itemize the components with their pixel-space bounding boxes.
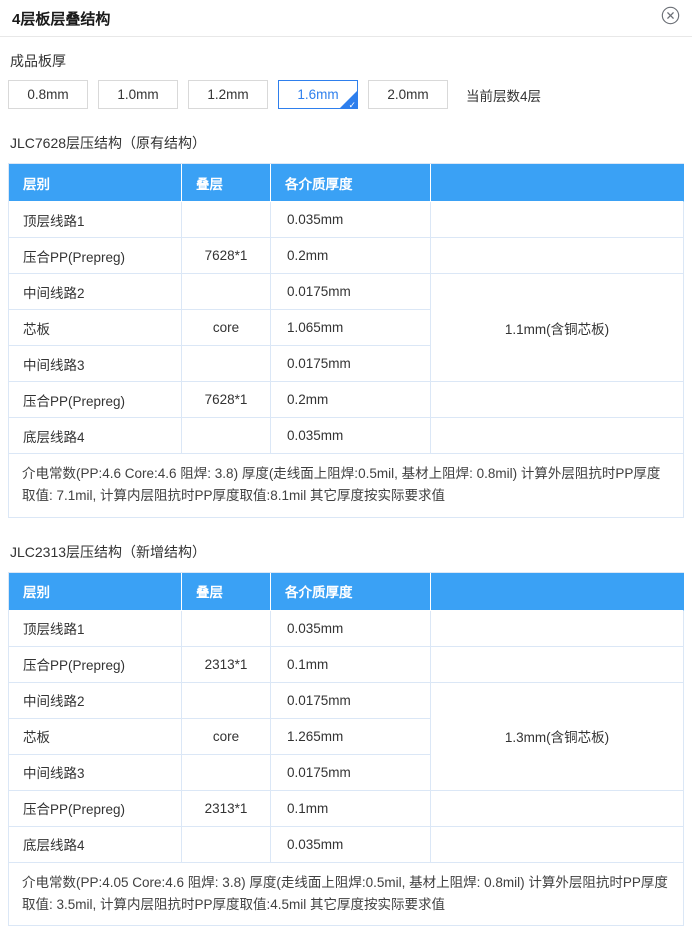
- layer-name: 底层线路4: [9, 418, 182, 454]
- layer-name: 顶层线路1: [9, 610, 182, 647]
- table-row: 芯板 core 1.065mm: [9, 310, 684, 346]
- empty-cell: [431, 610, 684, 647]
- page-title: 4层板层叠结构: [12, 10, 111, 28]
- table1-title: JLC7628层压结构（原有结构）: [10, 135, 207, 151]
- empty-cell: [431, 418, 684, 454]
- table-row: 底层线路4 0.035mm: [9, 418, 684, 454]
- layer-name: 压合PP(Prepreg): [9, 382, 182, 418]
- table-row: 底层线路4 0.035mm: [9, 826, 684, 863]
- stack-value: 7628*1: [182, 238, 271, 274]
- close-button[interactable]: [659, 4, 681, 26]
- thickness-value: 1.265mm: [271, 718, 431, 755]
- layer-name: 底层线路4: [9, 826, 182, 863]
- col-header-layer: 层别: [9, 164, 182, 202]
- core-swatch-cell: core: [182, 718, 271, 755]
- thickness-value: 0.2mm: [271, 238, 431, 274]
- core-total-thickness: 1.1mm(含铜芯板): [431, 274, 684, 382]
- stack-value: 2313*1: [182, 646, 271, 683]
- table-row: 芯板 core 1.265mm: [9, 718, 684, 755]
- col-header-empty: [431, 572, 684, 611]
- copper-swatch-cell: [182, 754, 271, 791]
- table-note: 介电常数(PP:4.6 Core:4.6 阻焊: 3.8) 厚度(走线面上阻焊:…: [9, 454, 684, 518]
- selected-corner-badge: [340, 91, 357, 108]
- thickness-value: 0.0175mm: [271, 346, 431, 382]
- thickness-value: 0.0175mm: [271, 754, 431, 791]
- dialog-titlebar: 4层板层叠结构: [0, 0, 692, 37]
- core-swatch-cell: core: [182, 310, 271, 346]
- col-header-layer: 层别: [9, 572, 182, 611]
- table-note-row: 介电常数(PP:4.05 Core:4.6 阻焊: 3.8) 厚度(走线面上阻焊…: [9, 862, 684, 926]
- copper-swatch-cell: [182, 418, 271, 454]
- table-row: 压合PP(Prepreg) 7628*1 0.2mm: [9, 238, 684, 274]
- thickness-value: 0.035mm: [271, 610, 431, 647]
- thickness-value: 0.1mm: [271, 646, 431, 683]
- thickness-value: 0.035mm: [271, 202, 431, 238]
- table-row: 压合PP(Prepreg) 2313*1 0.1mm: [9, 646, 684, 683]
- layer-name: 芯板: [9, 718, 182, 755]
- table-header-row: 层别 叠层 各介质厚度: [9, 572, 684, 611]
- col-header-stack: 叠层: [182, 164, 271, 202]
- thickness-value: 0.0175mm: [271, 682, 431, 719]
- thickness-value: 0.035mm: [271, 418, 431, 454]
- empty-cell: [431, 826, 684, 863]
- empty-cell: [431, 646, 684, 683]
- copper-swatch-cell: [182, 826, 271, 863]
- stack-value: 2313*1: [182, 790, 271, 827]
- copper-swatch-cell: [182, 202, 271, 238]
- layer-name: 中间线路2: [9, 682, 182, 719]
- layer-name: 压合PP(Prepreg): [9, 790, 182, 827]
- thickness-value: 0.2mm: [271, 382, 431, 418]
- layer-name: 压合PP(Prepreg): [9, 238, 182, 274]
- layer-name: 压合PP(Prepreg): [9, 646, 182, 683]
- thickness-option-2-0mm[interactable]: 2.0mm: [368, 80, 448, 109]
- col-header-thickness: 各介质厚度: [271, 572, 431, 611]
- empty-cell: [431, 202, 684, 238]
- table-row: 顶层线路1 0.035mm: [9, 202, 684, 238]
- thickness-option-1-6mm-selected[interactable]: 1.6mm ✓: [278, 80, 358, 109]
- table-row: 顶层线路1 0.035mm: [9, 610, 684, 647]
- finished-thickness-label: 成品板厚: [10, 53, 66, 69]
- stack-value: 7628*1: [182, 382, 271, 418]
- copper-swatch-cell: [182, 346, 271, 382]
- thickness-options-row: 0.8mm 1.0mm 1.2mm 1.6mm ✓ 2.0mm 当前层数4层: [8, 80, 684, 109]
- table-row: 中间线路2 0.0175mm 1.3mm(含铜芯板): [9, 682, 684, 791]
- layer-name: 顶层线路1: [9, 202, 182, 238]
- table-row: 压合PP(Prepreg) 7628*1 0.2mm: [9, 382, 684, 418]
- copper-swatch-cell: [182, 610, 271, 647]
- table-row: 中间线路3 0.0175mm: [9, 346, 684, 382]
- table2-title: JLC2313层压结构（新增结构）: [10, 543, 207, 560]
- table-note-row: 介电常数(PP:4.6 Core:4.6 阻焊: 3.8) 厚度(走线面上阻焊:…: [9, 454, 684, 518]
- table-note: 介电常数(PP:4.05 Core:4.6 阻焊: 3.8) 厚度(走线面上阻焊…: [9, 862, 684, 926]
- table-header-row: 层别 叠层 各介质厚度: [9, 164, 684, 202]
- stackup-table-jlc2313: 层别 叠层 各介质厚度 顶层线路1 0.035mm 压合PP(Prepreg) …: [8, 571, 684, 926]
- stackup-table-jlc7628: 层别 叠层 各介质厚度 顶层线路1 0.035mm 压合PP(Prepreg) …: [8, 163, 684, 518]
- close-icon: [661, 6, 679, 24]
- core-total-thickness: 1.3mm(含铜芯板): [431, 682, 684, 791]
- empty-cell: [431, 790, 684, 827]
- empty-cell: [431, 238, 684, 274]
- copper-swatch-cell: [182, 274, 271, 310]
- copper-swatch-cell: [182, 682, 271, 719]
- layer-name: 中间线路2: [9, 274, 182, 310]
- table-row: 中间线路3 0.0175mm: [9, 754, 684, 791]
- col-header-empty: [431, 164, 684, 202]
- thickness-value: 0.0175mm: [271, 274, 431, 310]
- empty-cell: [431, 382, 684, 418]
- layer-name: 中间线路3: [9, 754, 182, 791]
- check-icon: ✓: [348, 100, 356, 109]
- thickness-value: 0.1mm: [271, 790, 431, 827]
- layer-name: 中间线路3: [9, 346, 182, 382]
- col-header-stack: 叠层: [182, 572, 271, 611]
- table-row: 压合PP(Prepreg) 2313*1 0.1mm: [9, 790, 684, 827]
- col-header-thickness: 各介质厚度: [271, 164, 431, 202]
- thickness-option-1-2mm[interactable]: 1.2mm: [188, 80, 268, 109]
- layer-name: 芯板: [9, 310, 182, 346]
- table-row: 中间线路2 0.0175mm 1.1mm(含铜芯板): [9, 274, 684, 382]
- thickness-option-0-8mm[interactable]: 0.8mm: [8, 80, 88, 109]
- thickness-value: 0.035mm: [271, 826, 431, 863]
- thickness-value: 1.065mm: [271, 310, 431, 346]
- thickness-option-1-0mm[interactable]: 1.0mm: [98, 80, 178, 109]
- thickness-option-label: 1.6mm: [297, 87, 339, 102]
- current-layer-count: 当前层数4层: [466, 88, 542, 104]
